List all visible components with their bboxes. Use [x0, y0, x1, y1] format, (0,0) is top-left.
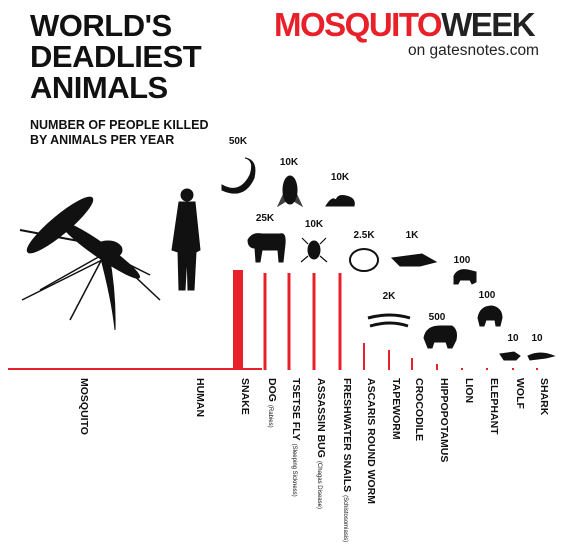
wolf-icon [499, 351, 521, 361]
bar-snake [233, 270, 243, 370]
category-label: ELEPHANT [488, 378, 500, 435]
mosquito-icon [19, 196, 161, 331]
bar-dog [263, 273, 267, 370]
brand-subtitle: on gatesnotes.com [408, 42, 539, 59]
hippo-icon [423, 325, 457, 349]
assassin-bug-icon [300, 237, 328, 263]
data-label: 10K [280, 157, 299, 168]
category-label: LION [463, 378, 475, 403]
data-label: 25K [256, 213, 275, 224]
category-label: MOSQUITO [78, 378, 90, 435]
category-label: TSETSE FLY(Sleeping Sickness) [290, 378, 302, 497]
chart-title: WORLD'S DEADLIEST ANIMALS [30, 10, 280, 103]
title-line: ANIMALS [30, 70, 168, 105]
data-label: 100 [479, 290, 496, 301]
bar-lion [461, 368, 463, 370]
data-label: 475,000 [164, 331, 222, 348]
data-label: 2K [383, 291, 397, 302]
title-line: WORLD'S [30, 8, 172, 43]
snake-icon [221, 157, 256, 194]
data-label: 500 [429, 312, 446, 323]
data-label: 10K [331, 172, 350, 183]
category-label: ASCARIS ROUND WORM [365, 378, 377, 504]
data-label: 725,000 [48, 331, 106, 348]
bar-mosquito [8, 368, 146, 370]
category-label: WOLF [514, 378, 526, 409]
title-line: DEADLIEST [30, 39, 202, 74]
crocodile-icon [390, 253, 438, 267]
brand-part1: MOSQUITO [274, 6, 443, 43]
data-label: 100 [454, 255, 471, 266]
data-label: 10 [507, 333, 519, 344]
data-label: 2.5K [353, 230, 375, 241]
lion-icon [453, 269, 477, 285]
data-label: 10 [531, 333, 543, 344]
bar-tsetse-fly [287, 273, 291, 370]
category-label: SNAKE [239, 378, 251, 415]
bar-ascaris-round-worm [363, 343, 365, 370]
category-label: FRESHWATER SNAILS(Schistosomiasis) [341, 378, 353, 542]
bar-crocodile [411, 358, 413, 370]
human-icon [171, 188, 201, 291]
category-label: SHARK [538, 378, 550, 416]
tapeworm-icon [367, 313, 411, 328]
data-label: 10K [305, 219, 324, 230]
bar-wolf [512, 368, 514, 370]
category-label: CROCODILE [413, 378, 425, 441]
subtitle-line: BY ANIMALS PER YEAR [30, 133, 175, 147]
bar-tapeworm [388, 350, 390, 370]
category-label: DOG(Rabies) [266, 378, 278, 428]
data-label: 1K [406, 230, 420, 241]
bar-hippopotamus [436, 364, 438, 370]
brand-part2: WEEK [441, 6, 536, 43]
roundworm-icon [349, 248, 379, 272]
bar-freshwater-snails [338, 273, 342, 370]
chart-subtitle: NUMBER OF PEOPLE KILLED BY ANIMALS PER Y… [30, 118, 260, 148]
category-label: HIPPOPOTAMUS [438, 378, 450, 462]
shark-icon [527, 352, 556, 361]
snail-icon [325, 195, 355, 207]
category-label: HUMAN [194, 378, 206, 417]
bar-shark [536, 368, 538, 370]
bar-human [124, 368, 262, 370]
bar-assassin-bug [312, 273, 316, 370]
elephant-icon [477, 305, 503, 327]
bar-elephant [486, 368, 488, 370]
category-label: ASSASSIN BUG(Chagas Disease) [315, 378, 327, 509]
dog-icon [247, 233, 286, 263]
tsetse-fly-icon [276, 175, 304, 208]
subtitle-line: NUMBER OF PEOPLE KILLED [30, 118, 209, 132]
brand-logo: MOSQUITOWEEK [274, 6, 536, 44]
category-label: TAPEWORM [390, 378, 402, 440]
data-label: 50K [229, 136, 248, 147]
